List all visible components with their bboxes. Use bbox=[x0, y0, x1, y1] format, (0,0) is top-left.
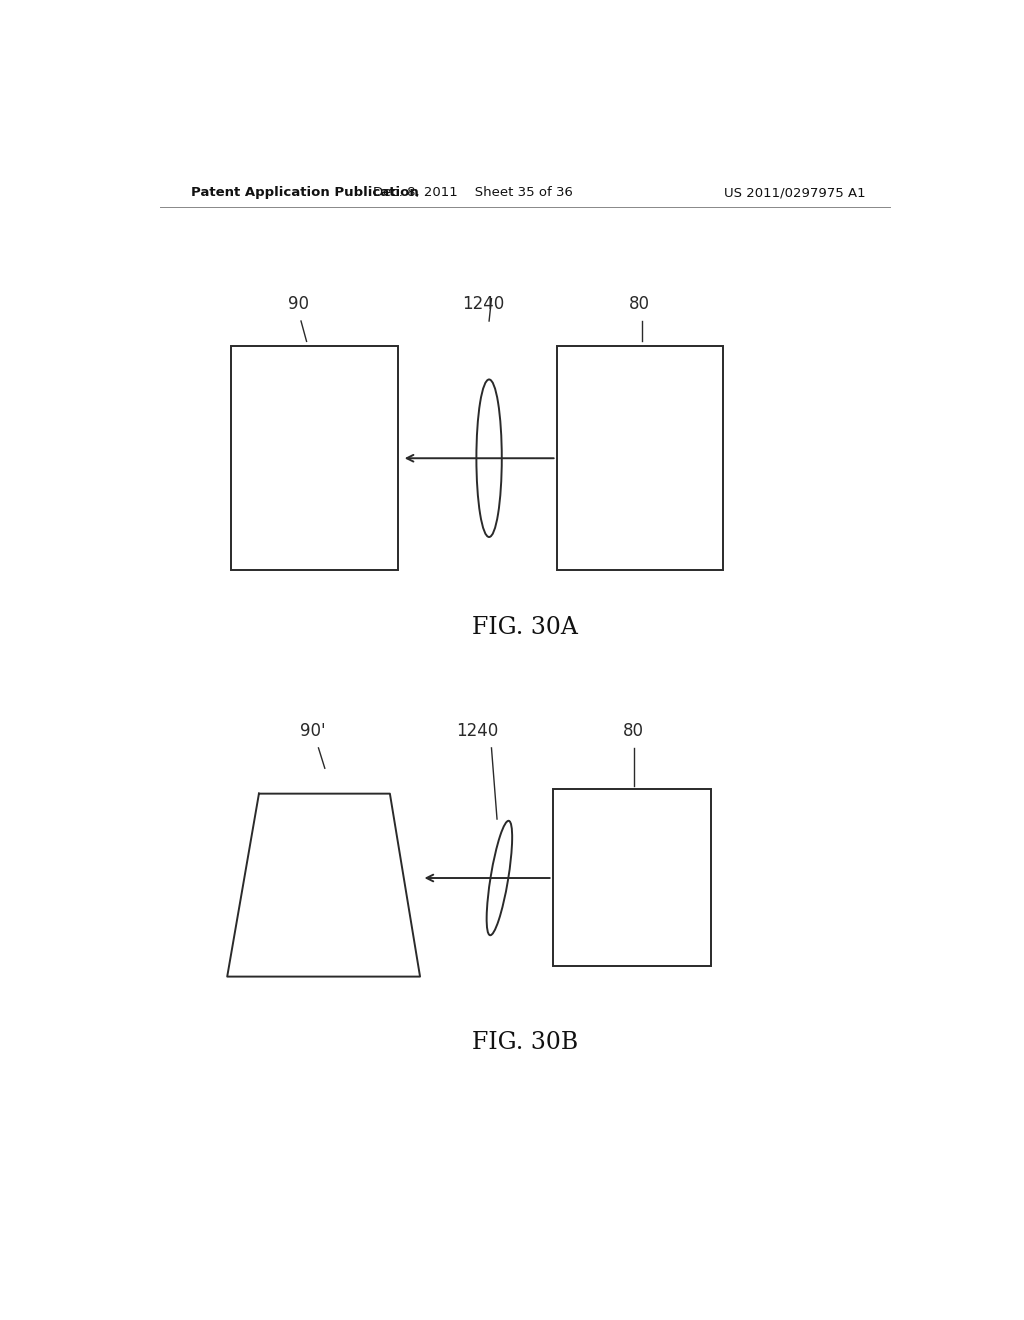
Text: Patent Application Publication: Patent Application Publication bbox=[191, 186, 419, 199]
Text: 1240: 1240 bbox=[456, 722, 499, 739]
Bar bbox=[231, 346, 397, 570]
Text: FIG. 30A: FIG. 30A bbox=[472, 616, 578, 639]
Bar bbox=[553, 788, 712, 966]
Text: US 2011/0297975 A1: US 2011/0297975 A1 bbox=[724, 186, 866, 199]
Bar bbox=[557, 346, 723, 570]
Text: 90': 90' bbox=[300, 722, 326, 739]
Text: 90: 90 bbox=[288, 294, 309, 313]
Text: 1240: 1240 bbox=[463, 294, 505, 313]
Text: FIG. 30B: FIG. 30B bbox=[472, 1031, 578, 1055]
Ellipse shape bbox=[476, 379, 502, 537]
Ellipse shape bbox=[486, 821, 512, 936]
Text: 80: 80 bbox=[630, 294, 650, 313]
Text: 80: 80 bbox=[623, 722, 644, 739]
Text: Dec. 8, 2011    Sheet 35 of 36: Dec. 8, 2011 Sheet 35 of 36 bbox=[374, 186, 573, 199]
